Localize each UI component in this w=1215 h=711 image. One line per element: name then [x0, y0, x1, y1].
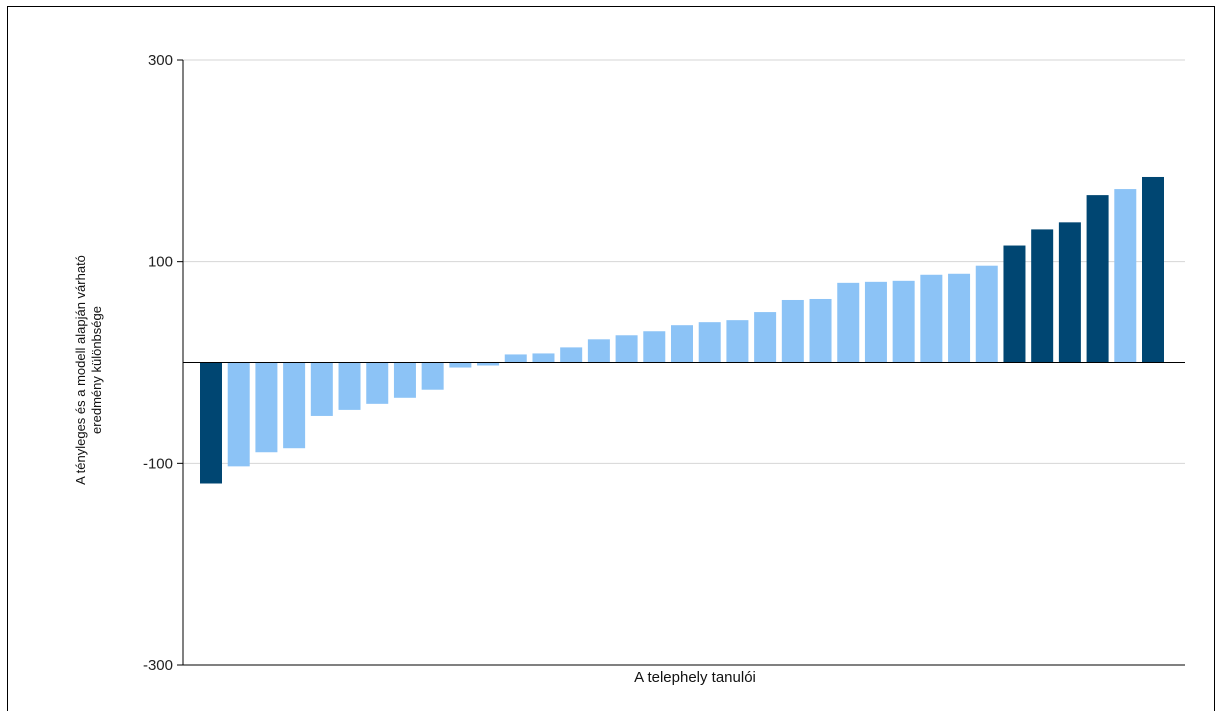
- bar: [643, 331, 666, 363]
- bar: [532, 353, 555, 363]
- bar: [920, 274, 943, 363]
- y-axis-title-line-2: eredmény különbsége: [89, 306, 104, 434]
- bar: [892, 280, 915, 363]
- bar: [1142, 176, 1164, 363]
- bar: [615, 335, 638, 363]
- bar: [421, 362, 444, 390]
- y-tick-label: 300: [148, 52, 173, 69]
- bar: [1058, 222, 1081, 363]
- bar: [1114, 189, 1137, 363]
- bar: [975, 265, 998, 363]
- bar: [726, 320, 749, 363]
- bar: [310, 362, 333, 416]
- y-tick-label: -300: [143, 657, 173, 674]
- bar: [837, 282, 860, 363]
- bar: [809, 298, 832, 363]
- bar: [366, 362, 389, 404]
- bar: [587, 339, 610, 363]
- bar: [1003, 245, 1026, 363]
- bar: [227, 362, 250, 467]
- bar: [948, 273, 971, 363]
- bar: [671, 325, 693, 363]
- bar: [504, 354, 527, 363]
- bar: [449, 362, 472, 368]
- bars: [200, 176, 1164, 484]
- bar: [200, 362, 222, 484]
- y-axis-title-line-1: A tényleges és a modell alapján várható: [73, 255, 88, 485]
- bar: [283, 362, 306, 449]
- bar: [477, 362, 500, 366]
- y-axis-title: A tényleges és a modell alapján várható …: [73, 255, 104, 485]
- bar: [754, 312, 777, 363]
- bar: [560, 347, 583, 363]
- bar: [864, 281, 887, 363]
- bar: [338, 362, 361, 410]
- axes: [177, 59, 1185, 666]
- bar: [1086, 195, 1109, 363]
- bar: [1031, 229, 1054, 363]
- bar: [698, 322, 721, 363]
- y-tick-labels: 300 100 -100 -300: [143, 52, 173, 674]
- bar: [781, 299, 804, 363]
- y-tick-label: 100: [148, 254, 173, 271]
- bar: [393, 362, 416, 398]
- x-axis-title: A telephely tanulói: [634, 669, 756, 686]
- bar: [255, 362, 278, 453]
- y-tick-label: -100: [143, 455, 173, 472]
